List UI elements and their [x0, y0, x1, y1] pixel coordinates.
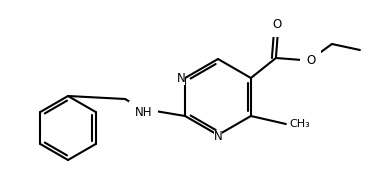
- Text: CH₃: CH₃: [289, 119, 310, 129]
- Text: NH: NH: [135, 107, 152, 120]
- Text: O: O: [306, 54, 315, 67]
- Text: N: N: [214, 131, 222, 144]
- Text: N: N: [177, 72, 185, 85]
- Text: O: O: [272, 18, 282, 31]
